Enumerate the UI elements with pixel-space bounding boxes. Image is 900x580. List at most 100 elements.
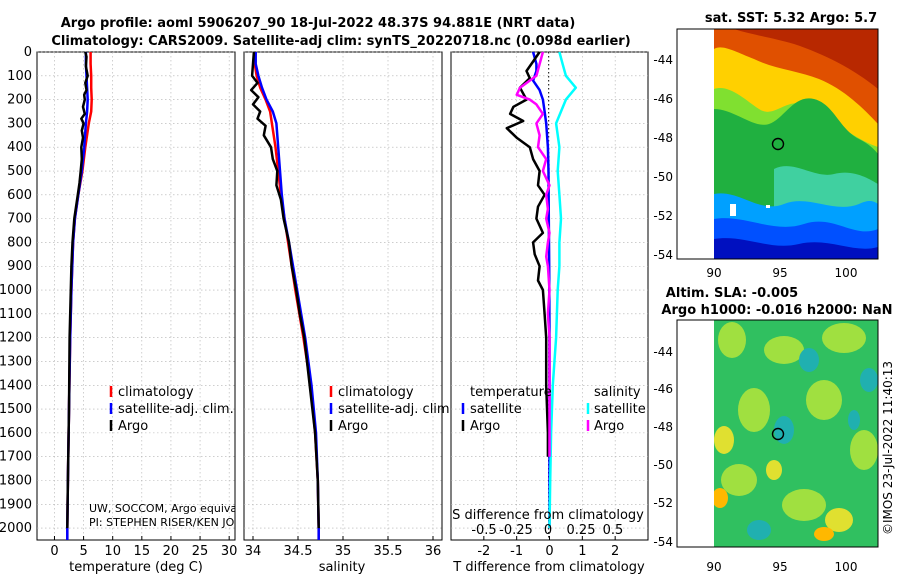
- temperature-legend: climatology satellite-adj. clim. Argo: [109, 385, 234, 434]
- s-tick-label: 0: [544, 523, 552, 538]
- diff-legend-t-argo-label: Argo: [470, 419, 500, 434]
- sst-map-frame: [676, 28, 879, 260]
- depth-tick-label: 400: [7, 140, 32, 155]
- sst-map-title: sat. SST: 5.32 Argo: 5.7: [705, 11, 877, 26]
- depth-tick-label: 1600: [0, 426, 32, 441]
- series-line-temperature-argo: [505, 51, 550, 457]
- x-tick-label: 35.5: [374, 544, 403, 559]
- diff-legend-s-sat-label: satellite: [594, 402, 646, 417]
- series-line-argo: [249, 51, 320, 529]
- x-tick-label: 10: [104, 544, 121, 559]
- depth-tick-label: 1000: [0, 283, 32, 298]
- difference-legend: temperature satellite Argo salinity sate…: [461, 385, 646, 434]
- depth-tick-label: 0: [24, 45, 32, 60]
- sst-xtick-label: 100: [835, 266, 858, 280]
- s-tick-label: 0.25: [567, 523, 596, 538]
- temperature-axes-box: [36, 51, 236, 541]
- header-line2: Climatology: CARS2009. Satellite-adj cli…: [51, 34, 630, 49]
- depth-tick-label: 900: [7, 259, 32, 274]
- s-tick-label: -0.5: [471, 523, 496, 538]
- temperature-panel: 0 5 10 15 20 25 30 0 100 200 300 400 500 600 700 800 90…: [0, 45, 251, 575]
- sla-ytick-label: -52: [653, 496, 673, 510]
- sst-map-image: [714, 29, 878, 259]
- salinity-ticks: 34 34.5 35 35.5 36: [245, 536, 442, 559]
- salinity-xlabel: salinity: [319, 560, 366, 575]
- sst-ytick-label: -50: [653, 170, 673, 184]
- difference-lines: [505, 51, 578, 529]
- x-tick-label: 34.5: [284, 544, 313, 559]
- legend-satellite-label: satellite-adj. clim.: [118, 402, 234, 417]
- series-line-salinity-satellite: [548, 51, 578, 529]
- depth-tick-label: 2000: [0, 521, 32, 536]
- depth-tick-label: 1100: [0, 307, 32, 322]
- legend-argo-label: Argo: [118, 419, 148, 434]
- s-tick-label: 0.5: [603, 523, 624, 538]
- sst-argo-marker: [771, 137, 785, 151]
- annotation-line2: PI: STEPHEN RISER/KEN JOHN: [89, 516, 251, 529]
- sst-xtick-label: 95: [772, 266, 787, 280]
- difference-ticks: -2 -1 0 1 2: [477, 536, 619, 559]
- x-tick-label: 0: [545, 544, 553, 559]
- x-tick-label: 20: [163, 544, 180, 559]
- x-tick-label: 36: [425, 544, 442, 559]
- x-tick-label: 34: [245, 544, 262, 559]
- sst-map-panel: sat. SST: 5.32 Argo: 5.7 -44 -46 -48 -50…: [653, 11, 879, 280]
- s-tick-label: -0.25: [499, 523, 533, 538]
- temperature-xlabel: temperature (deg C): [69, 560, 203, 575]
- series-line-argo: [66, 51, 89, 529]
- depth-tick-label: 500: [7, 164, 32, 179]
- x-tick-label: 25: [192, 544, 209, 559]
- sla-map-image: [714, 320, 878, 547]
- sla-map-frame: [676, 319, 879, 548]
- difference-panel: -2 -1 0 1 2 S difference from climatology -0…: [450, 51, 649, 575]
- depth-tick-label: 1800: [0, 473, 32, 488]
- depth-tick-label: 800: [7, 235, 32, 250]
- depth-tick-label: 1700: [0, 450, 32, 465]
- depth-tick-label: 1300: [0, 354, 32, 369]
- sla-argo-marker: [771, 427, 785, 441]
- sst-map-yticks: -44 -46 -48 -50 -52 -54: [653, 53, 673, 262]
- sla-xtick-label: 90: [706, 560, 721, 574]
- sst-map-xticks: 90 95 100: [706, 266, 857, 280]
- depth-tick-label: 100: [7, 69, 32, 84]
- sst-ytick-label: -54: [653, 248, 673, 262]
- x-tick-label: -2: [477, 544, 490, 559]
- sla-ytick-label: -48: [653, 420, 673, 434]
- s-difference-label: S difference from climatology: [452, 508, 644, 523]
- salinity-lines: [249, 51, 320, 540]
- temperature-lines: [66, 51, 93, 540]
- x-tick-label: 35: [335, 544, 352, 559]
- x-tick-label: 15: [134, 544, 151, 559]
- series-line-temperature-satellite: [531, 51, 551, 529]
- sla-ytick-label: -44: [653, 345, 673, 359]
- sst-ytick-label: -52: [653, 209, 673, 223]
- sla-ytick-label: -50: [653, 458, 673, 472]
- x-tick-label: 5: [79, 544, 87, 559]
- x-tick-label: 2: [611, 544, 619, 559]
- depth-tick-labels: 0 100 200 300 400 500 600 700 800 900 1000 1100 1200…: [0, 45, 32, 536]
- x-tick-label: -1: [510, 544, 523, 559]
- sla-map-yticks: -44 -46 -48 -50 -52 -54: [653, 345, 673, 549]
- sla-map-panel: Altim. SLA: -0.005 Argo h1000: -0.016 h2…: [653, 286, 892, 574]
- salinity-grid: [244, 51, 442, 540]
- watermark: ©IMOS 23-Jul-2022 11:40:13: [881, 361, 895, 535]
- sla-xtick-label: 100: [835, 560, 858, 574]
- sst-ytick-label: -46: [653, 92, 673, 106]
- legend-temperature-title: temperature: [470, 385, 552, 400]
- x-tick-label: 0: [50, 544, 58, 559]
- salinity-panel: 34 34.5 35 35.5 36 salinity climatology sate…: [243, 51, 454, 575]
- sla-map-title: Altim. SLA: -0.005: [666, 286, 798, 301]
- salinity-legend: climatology satellite-adj. clim. Argo: [329, 385, 454, 434]
- diff-legend-t-sat-label: satellite: [470, 402, 522, 417]
- legend-climatology-label: climatology: [118, 385, 194, 400]
- temperature-ticks: 0 5 10 15 20 25 30: [50, 536, 237, 559]
- difference-xlabel: T difference from climatology: [452, 560, 645, 575]
- sst-ytick-label: -44: [653, 53, 673, 67]
- sla-ytick-label: -46: [653, 382, 673, 396]
- sla-ytick-label: -54: [653, 535, 673, 549]
- sla-map-subtitle: Argo h1000: -0.016 h2000: NaN: [661, 303, 892, 318]
- sal-legend-climatology-label: climatology: [338, 385, 414, 400]
- depth-tick-label: 200: [7, 93, 32, 108]
- depth-tick-label: 1900: [0, 497, 32, 512]
